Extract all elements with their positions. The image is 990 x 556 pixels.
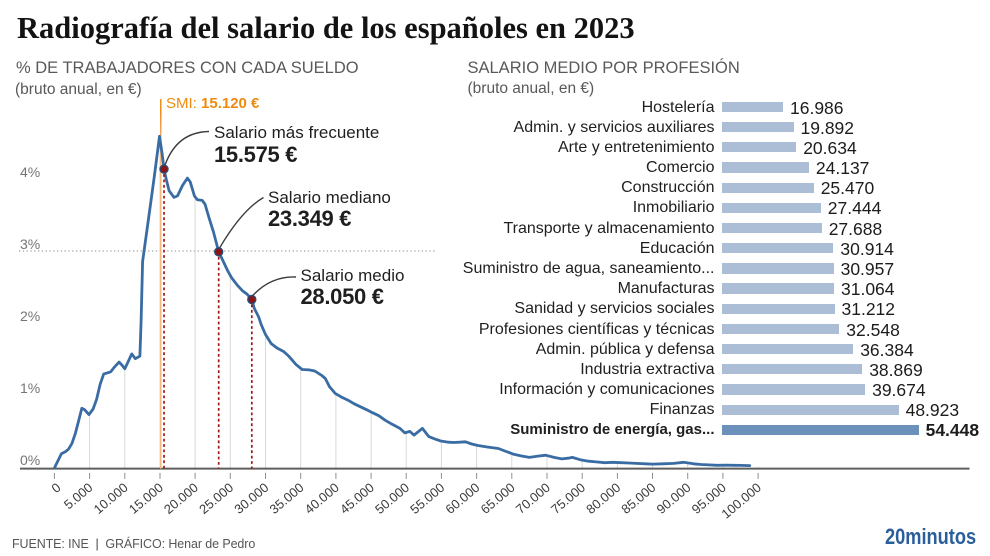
svg-text:70.000: 70.000 [513,480,553,517]
svg-text:15.000: 15.000 [126,480,166,517]
svg-text:75.000: 75.000 [548,480,588,517]
svg-text:55.000: 55.000 [407,480,447,517]
svg-text:60.000: 60.000 [442,480,482,517]
svg-text:20.000: 20.000 [161,480,201,517]
svg-text:10.000: 10.000 [91,480,131,517]
svg-text:90.000: 90.000 [654,480,694,517]
svg-text:40.000: 40.000 [302,480,342,517]
svg-text:25.000: 25.000 [196,480,236,517]
svg-text:0: 0 [48,480,63,496]
svg-text:35.000: 35.000 [267,480,307,517]
svg-text:100.000: 100.000 [718,480,764,522]
svg-text:45.000: 45.000 [337,480,377,517]
svg-text:65.000: 65.000 [478,480,518,517]
svg-text:5.000: 5.000 [61,480,96,512]
svg-text:80.000: 80.000 [583,480,623,517]
svg-text:30.000: 30.000 [231,480,271,517]
svg-text:85.000: 85.000 [618,480,658,517]
svg-text:50.000: 50.000 [372,480,412,517]
